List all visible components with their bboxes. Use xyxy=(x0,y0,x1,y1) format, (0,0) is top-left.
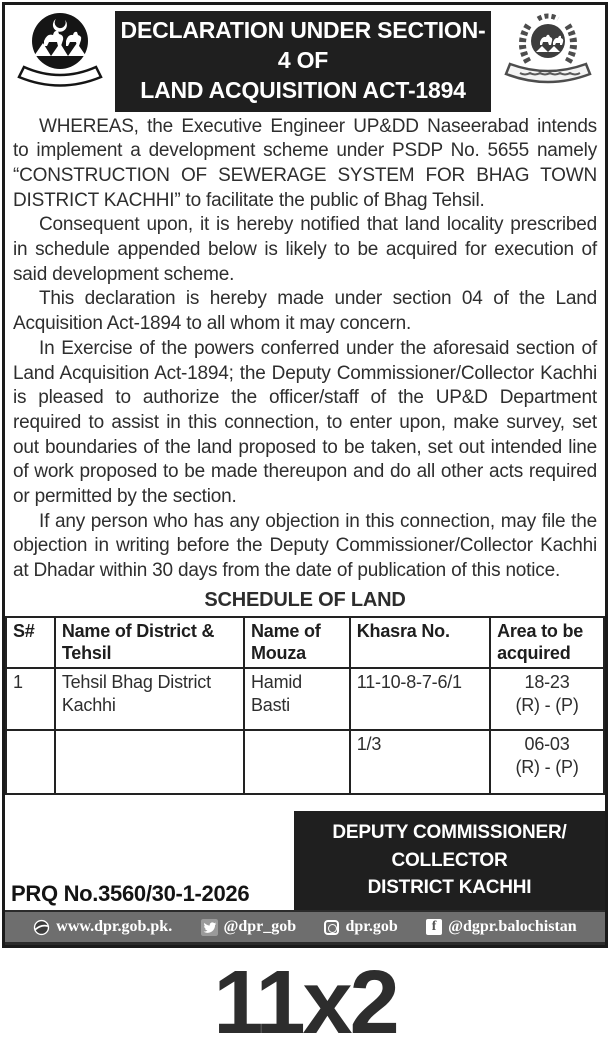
header-khasra: Khasra No. xyxy=(348,615,492,669)
footer-item-facebook: @dgpr.balochistan xyxy=(426,918,577,936)
balochistan-emblem-left-icon xyxy=(10,10,110,95)
footer-item-twitter: @dpr_gob xyxy=(200,918,297,936)
notice-header: DECLARATION UNDER SECTION-4 OF LAND ACQU… xyxy=(5,5,605,112)
notice-title-banner: DECLARATION UNDER SECTION-4 OF LAND ACQU… xyxy=(115,11,491,112)
schedule-table: S# Name of District & Tehsil Name of Mou… xyxy=(5,615,605,795)
header-district-tehsil: Name of District & Tehsil xyxy=(53,615,245,669)
notice-paragraph: WHEREAS, the Executive Engineer UP&DD Na… xyxy=(13,115,597,211)
notice-title-line2: LAND ACQUISITION ACT-1894 xyxy=(140,76,466,103)
footer-instagram-label: dpr.gob xyxy=(345,918,398,935)
notice-title-line1: DECLARATION UNDER SECTION-4 OF xyxy=(120,17,486,73)
twitter-icon xyxy=(200,918,218,936)
ad-size-tag: 11x2 xyxy=(213,953,399,1053)
header-mouza: Name of Mouza xyxy=(242,615,351,669)
notice-paragraph: If any person who has any objection in t… xyxy=(13,510,597,582)
schedule-heading: SCHEDULE OF LAND xyxy=(204,588,406,611)
footer-item-instagram: dpr.gob xyxy=(324,918,398,936)
facebook-icon xyxy=(426,919,443,935)
table-cell-serial: 1 xyxy=(5,666,56,731)
prq-number: PRQ No.3560/30-1-2026 xyxy=(11,881,250,906)
table-cell-area: 06-03 (R) - (P) xyxy=(489,728,605,795)
table-row: 1/3 06-03 (R) - (P) xyxy=(5,728,605,795)
footer-twitter-label: @dpr_gob xyxy=(223,918,297,935)
table-row: 1 Tehsil Bhag District Kachhi Hamid Bast… xyxy=(5,666,605,731)
table-cell-area: 18-23 (R) - (P) xyxy=(489,666,605,731)
header-area: Area to be acquired xyxy=(489,615,605,669)
table-cell-mouza: Hamid Basti xyxy=(242,666,351,731)
notice-paragraph: Consequent upon, it is hereby notified t… xyxy=(13,214,597,285)
notice-body: WHEREAS, the Executive Engineer UP&DD Na… xyxy=(5,112,605,584)
footer-item-website: www.dpr.gob.pk. xyxy=(33,918,172,936)
signature-line1: DEPUTY COMMISSIONER/ xyxy=(332,822,567,844)
table-cell-district xyxy=(53,728,245,795)
signature-box: DEPUTY COMMISSIONER/ COLLECTOR DISTRICT … xyxy=(294,811,605,910)
signature-line3: DISTRICT KACHHI xyxy=(367,877,532,899)
globe-icon xyxy=(33,919,50,936)
table-header-row: S# Name of District & Tehsil Name of Mou… xyxy=(5,615,605,669)
notice-paragraph: In Exercise of the powers conferred unde… xyxy=(13,337,597,507)
table-cell-mouza xyxy=(242,728,351,795)
instagram-icon xyxy=(324,919,340,935)
notice-frame: DECLARATION UNDER SECTION-4 OF LAND ACQU… xyxy=(2,2,608,948)
notice-paragraph: This declaration is hereby made under se… xyxy=(13,288,597,335)
footer-website-label: www.dpr.gob.pk. xyxy=(56,918,173,935)
header-serial: S# xyxy=(5,615,56,669)
footer-facebook-label: @dgpr.balochistan xyxy=(448,918,577,935)
signature-line2: COLLECTOR xyxy=(391,849,508,871)
bottom-row: PRQ No.3560/30-1-2026 DEPUTY COMMISSIONE… xyxy=(5,811,605,910)
table-cell-serial xyxy=(5,728,56,795)
table-cell-khasra: 1/3 xyxy=(348,728,492,795)
footer-social-bar: www.dpr.gob.pk. @dpr_gob dpr.gob @dgpr.b… xyxy=(5,910,605,945)
balochistan-emblem-right-icon xyxy=(496,10,600,97)
table-cell-district: Tehsil Bhag District Kachhi xyxy=(53,666,245,731)
table-cell-khasra: 11-10-8-7-6/1 xyxy=(348,666,492,731)
